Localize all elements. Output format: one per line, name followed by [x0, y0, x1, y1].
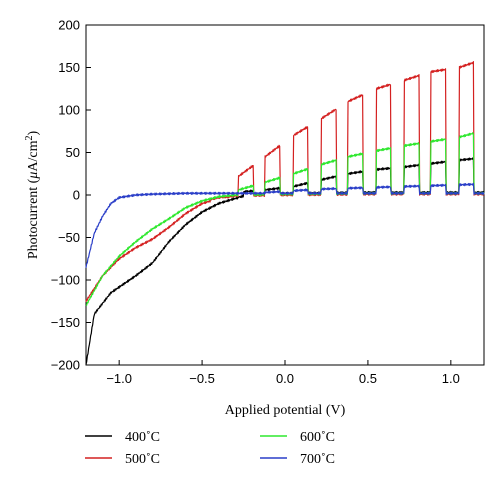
legend: 400˚C 500˚C 600˚C 700˚C — [85, 430, 335, 467]
y-axis-label: Photocurrent (μA/cm2) — [24, 131, 42, 260]
legend-label-500: 500˚C — [125, 452, 160, 467]
y-tick-label: 200 — [58, 18, 80, 33]
x-tick-label: 0.5 — [359, 371, 377, 386]
x-tick-label: 0.0 — [276, 371, 294, 386]
y-tick-label: −100 — [51, 273, 80, 288]
x-tick-label: 1.0 — [442, 371, 460, 386]
y-tick-label: −200 — [51, 358, 80, 373]
series-line-400 — [85, 157, 485, 365]
curves-group — [85, 61, 485, 365]
y-tick-label: −50 — [58, 230, 80, 245]
y-tick-label: −150 — [51, 315, 80, 330]
x-tick-label: −0.5 — [189, 371, 215, 386]
y-tick-label: 0 — [73, 188, 80, 203]
x-tick-label: −1.0 — [106, 371, 132, 386]
legend-label-600: 600˚C — [300, 430, 335, 445]
series-line-500 — [85, 61, 485, 303]
y-tick-label: 150 — [58, 60, 80, 75]
y-tick-label: 50 — [66, 145, 80, 160]
legend-label-700: 700˚C — [300, 452, 335, 467]
legend-label-400: 400˚C — [125, 430, 160, 445]
y-tick-label: 100 — [58, 103, 80, 118]
ticks-group: −1.0 −0.5 0.0 0.5 1.0 −200 −150 −100 −50 0 50 100 15… — [51, 18, 460, 387]
series-line-600 — [85, 132, 485, 306]
series-line-700 — [85, 182, 485, 268]
x-axis-label: Applied potential (V) — [225, 403, 346, 418]
